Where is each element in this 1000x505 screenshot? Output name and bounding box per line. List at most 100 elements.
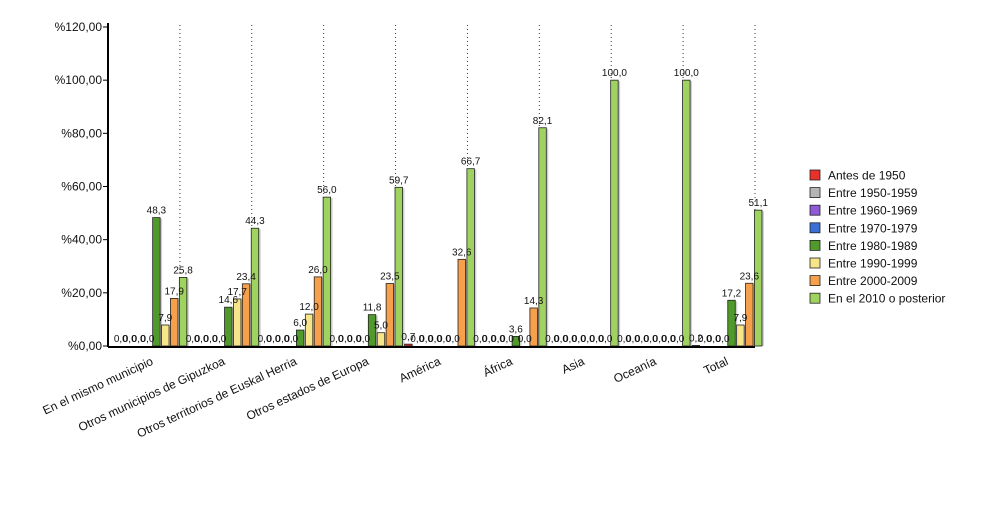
data-label: 0,0 — [599, 334, 613, 345]
data-label: 0,0 — [204, 334, 218, 345]
data-label: 0,0 — [572, 334, 586, 345]
y-tick-label: %20,00 — [61, 286, 102, 300]
data-label: 0,0 — [267, 334, 281, 345]
data-label: 7,9 — [158, 313, 172, 324]
bar — [250, 227, 260, 347]
data-label: 0,0 — [707, 334, 721, 345]
data-label: 12,0 — [299, 302, 319, 313]
data-label: 0,0 — [473, 334, 487, 345]
legend-swatch — [809, 222, 821, 234]
data-label: 0,0 — [186, 334, 200, 345]
data-label: 0,0 — [554, 334, 568, 345]
data-label: 0,0 — [275, 334, 289, 345]
legend-swatch — [809, 187, 821, 199]
x-tick-label: Otros estados de Europa — [244, 354, 371, 423]
data-label: 0,0 — [437, 334, 451, 345]
legend-swatch — [809, 169, 821, 181]
data-label: 23,4 — [236, 272, 256, 283]
y-tick-label: %80,00 — [61, 126, 102, 140]
data-label: 0,0 — [716, 334, 730, 345]
data-label: 0,2 — [689, 333, 703, 344]
legend-swatch — [809, 275, 821, 287]
bars — [152, 79, 764, 347]
data-label: 0,0 — [114, 334, 128, 345]
bar — [538, 127, 547, 347]
legend-label: Entre 1950-1959 — [828, 186, 918, 200]
data-label: 0,0 — [141, 334, 155, 345]
data-label: 100,0 — [602, 68, 627, 79]
x-tick-label: América — [397, 354, 443, 385]
x-tick-label: Oceanía — [611, 354, 658, 386]
data-label: 0,0 — [590, 334, 604, 345]
legend-swatch — [809, 292, 821, 304]
data-label: 0,0 — [670, 334, 684, 345]
bar — [457, 258, 466, 347]
data-label: 6,0 — [293, 318, 307, 329]
data-label: 0,0 — [419, 334, 433, 345]
data-label: 0,0 — [482, 334, 496, 345]
legend-label: En el 2010 o posterior — [828, 292, 945, 306]
bar — [376, 332, 386, 347]
bar — [161, 324, 170, 347]
data-label: 44,3 — [245, 216, 265, 227]
data-label: 0,0 — [123, 334, 137, 345]
data-label: 0,0 — [410, 334, 424, 345]
data-label: 0,0 — [195, 334, 209, 345]
data-label: 0,0 — [491, 334, 505, 345]
data-label: 26,0 — [308, 265, 328, 276]
legend-swatch — [809, 257, 821, 269]
data-label: 0,0 — [258, 334, 272, 345]
data-label: 23,5 — [380, 272, 400, 283]
y-tick-label: %100,00 — [55, 73, 103, 87]
data-label: 0,0 — [500, 334, 514, 345]
data-label: 0,0 — [626, 334, 640, 345]
y-tick-label: %120,00 — [55, 20, 103, 34]
data-label: 0,0 — [617, 334, 631, 345]
data-label: 0,0 — [698, 334, 712, 345]
data-label: 0,0 — [581, 334, 595, 345]
data-label: 56,0 — [317, 185, 337, 196]
bar — [152, 217, 161, 347]
y-tick-label: %60,00 — [61, 180, 102, 194]
data-label: 17,9 — [164, 286, 184, 297]
legend-label: Entre 1980-1989 — [828, 239, 918, 253]
legend: Antes de 1950 Entre 1950-1959 Entre 1960-1… — [809, 169, 945, 306]
data-label: 0,0 — [347, 334, 361, 345]
y-tick-label: %0,00 — [68, 339, 102, 353]
data-label: 23,6 — [740, 271, 760, 282]
y-tick-label: %40,00 — [61, 233, 102, 247]
data-label: 0,0 — [284, 334, 298, 345]
data-label: 11,8 — [363, 303, 382, 314]
data-label: 0,0 — [545, 334, 559, 345]
data-label: 14,6 — [219, 295, 239, 306]
legend-label: Entre 2000-2009 — [828, 274, 918, 288]
data-label: 32,6 — [452, 247, 472, 258]
data-label: 0,0 — [662, 334, 676, 345]
data-labels: 0,00,00,00,048,37,917,925,80,00,00,00,01… — [114, 68, 769, 345]
data-label: 48,3 — [147, 206, 167, 217]
bar — [394, 186, 403, 347]
bar — [736, 324, 745, 347]
data-label: 25,8 — [173, 265, 193, 276]
legend-label: Antes de 1950 — [828, 169, 906, 183]
data-label: 0,0 — [635, 334, 649, 345]
data-label: 66,7 — [461, 157, 481, 168]
data-label: 0,0 — [330, 334, 344, 345]
data-label: 0,0 — [212, 334, 226, 345]
data-label: 0,0 — [644, 334, 658, 345]
data-label: 14,3 — [524, 296, 544, 307]
x-tick-label: África — [481, 353, 515, 380]
data-label: 0,0 — [563, 334, 577, 345]
data-label: 82,1 — [533, 116, 553, 127]
data-label: 7,9 — [733, 313, 747, 324]
legend-label: Entre 1960-1969 — [828, 204, 918, 218]
data-label: 0,7 — [401, 332, 415, 343]
data-label: 51,1 — [748, 198, 768, 209]
bar — [754, 209, 763, 347]
data-label: 0,0 — [446, 334, 460, 345]
data-label: 0,0 — [518, 334, 532, 345]
x-tick-label: Total — [701, 354, 730, 377]
data-label: 0,0 — [653, 334, 667, 345]
data-label: 5,0 — [374, 321, 388, 332]
